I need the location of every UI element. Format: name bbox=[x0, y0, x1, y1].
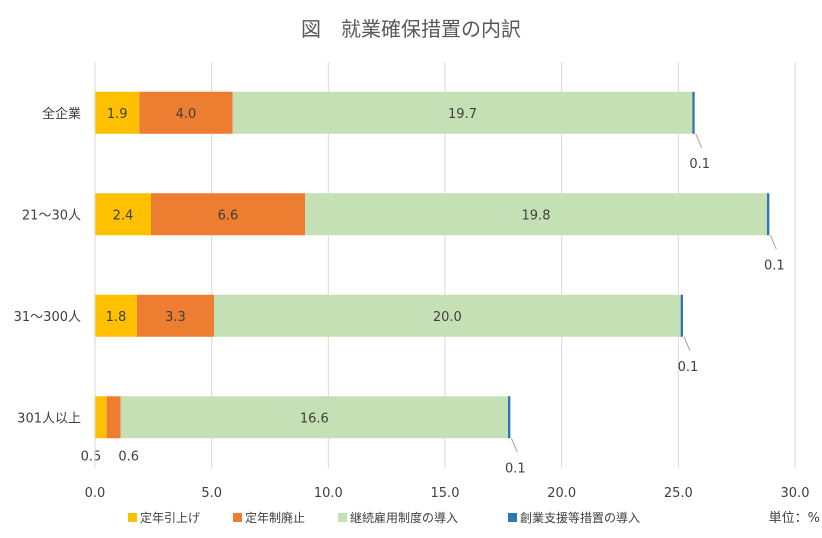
leader-line bbox=[769, 235, 777, 250]
data-label: 6.6 bbox=[218, 208, 239, 223]
data-label: 20.0 bbox=[433, 310, 462, 325]
bar-segment bbox=[95, 294, 137, 337]
legend-swatch bbox=[508, 513, 517, 522]
bar-segment bbox=[232, 91, 693, 134]
bar-segment bbox=[106, 396, 121, 439]
bar-segment bbox=[214, 294, 681, 337]
data-label: 3.3 bbox=[165, 310, 186, 325]
x-tick-label: 20.0 bbox=[547, 486, 576, 501]
leader-line bbox=[695, 133, 703, 148]
category-label: 全企業 bbox=[42, 106, 81, 122]
bar-segment bbox=[508, 396, 511, 439]
bar-segment bbox=[95, 193, 151, 236]
legend-label: 定年引上げ bbox=[140, 510, 200, 525]
data-label: 1.9 bbox=[107, 107, 128, 122]
data-label: 0.1 bbox=[678, 360, 699, 375]
unit-label: 単位：% bbox=[769, 510, 820, 526]
chart-title: 図 就業確保措置の内訳 bbox=[301, 17, 521, 41]
bars bbox=[95, 91, 770, 439]
legend-label: 創業支援等措置の導入 bbox=[520, 511, 640, 525]
data-label: 4.0 bbox=[176, 107, 197, 122]
data-label: 1.8 bbox=[106, 310, 127, 325]
category-label: 21～30人 bbox=[22, 208, 81, 223]
data-labels: 1.9 4.0 19.7 0.1 2.4 6.6 19.8 0.1 1.8 3.3 20.0 0.1 0… bbox=[81, 107, 785, 477]
bar-segment bbox=[692, 91, 695, 134]
legend-swatch bbox=[128, 513, 137, 522]
data-label: 0.1 bbox=[505, 461, 526, 476]
legend: 定年引上げ 定年制廃止 継続雇用制度の導入 創業支援等措置の導入 bbox=[128, 510, 640, 525]
x-tick-label: 25.0 bbox=[664, 486, 693, 501]
axes: 0.0 5.0 10.0 15.0 20.0 25.0 30.0 全企業 21～30人 31～30… bbox=[14, 62, 810, 501]
data-label: 2.4 bbox=[113, 208, 134, 223]
bar-segment bbox=[120, 396, 509, 439]
bar-segment bbox=[137, 294, 214, 337]
data-label: 0.6 bbox=[118, 449, 139, 464]
legend-label: 継続雇用制度の導入 bbox=[350, 510, 458, 525]
bar-segment bbox=[767, 193, 770, 236]
data-label: 0.5 bbox=[81, 449, 102, 464]
legend-swatch bbox=[338, 513, 347, 522]
leader-line bbox=[510, 438, 518, 453]
bar-segment bbox=[139, 91, 233, 134]
data-label: 19.7 bbox=[448, 107, 477, 122]
bar-segment bbox=[680, 294, 683, 337]
category-label: 301人以上 bbox=[17, 411, 81, 426]
data-label: 16.6 bbox=[300, 411, 329, 426]
x-tick-label: 5.0 bbox=[201, 486, 222, 501]
bar-segment bbox=[95, 396, 107, 439]
bar-segment bbox=[305, 193, 767, 236]
data-label: 0.1 bbox=[764, 258, 785, 273]
x-tick-label: 10.0 bbox=[314, 486, 343, 501]
data-label: 0.1 bbox=[689, 157, 710, 172]
legend-label: 定年制廃止 bbox=[245, 510, 305, 525]
x-tick-label: 0.0 bbox=[85, 486, 106, 501]
bar-segment bbox=[95, 91, 140, 134]
x-tick-label: 15.0 bbox=[431, 486, 460, 501]
leader-line bbox=[683, 336, 691, 351]
data-label: 19.8 bbox=[522, 208, 551, 223]
category-label: 31～300人 bbox=[14, 310, 81, 325]
legend-swatch bbox=[233, 513, 242, 522]
bar-segment bbox=[151, 193, 305, 236]
x-tick-label: 30.0 bbox=[781, 486, 810, 501]
